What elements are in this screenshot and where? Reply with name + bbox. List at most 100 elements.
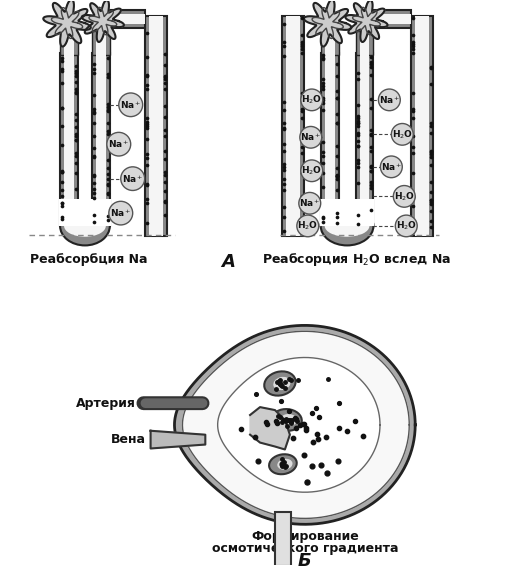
Text: Формирование: Формирование [251,530,358,543]
Point [160,84,169,93]
Point [427,152,435,161]
Ellipse shape [60,206,110,245]
Point [319,98,327,108]
Point [104,130,112,139]
Point [142,85,151,94]
Point [297,142,306,152]
Circle shape [121,167,144,190]
Point [409,191,417,200]
Point [104,190,112,199]
Point [367,146,376,155]
Point [58,198,66,208]
Point [160,198,169,207]
Point [58,140,66,149]
Circle shape [395,215,417,237]
Point [353,136,362,145]
Point [104,73,112,82]
Point [142,70,151,80]
Bar [373,10,411,28]
Point [160,61,169,70]
Point [72,148,80,157]
Point [58,67,66,76]
Bar [324,53,335,226]
Point [319,148,327,157]
Point [160,78,169,87]
Point [90,118,98,127]
Point [280,213,288,222]
Point [409,88,417,97]
Point [319,182,327,191]
Point [58,214,66,223]
Point [409,44,417,53]
Point [409,106,417,115]
Point [353,156,362,165]
Point [104,211,112,220]
Point [319,54,327,63]
Polygon shape [44,0,91,46]
Point [367,142,376,151]
Bar [411,16,433,236]
Point [332,172,341,181]
Point [332,172,341,181]
Point [367,162,376,171]
Point [90,178,98,188]
Point [353,119,362,128]
Circle shape [300,126,322,148]
Point [160,102,169,111]
Point [90,108,98,117]
Point [319,158,327,168]
Point [332,110,341,119]
Bar [275,511,291,566]
Circle shape [109,201,133,225]
Point [160,75,169,84]
Point [409,105,417,114]
Point [353,159,362,168]
Point [297,132,306,141]
Point [427,197,435,206]
Bar [359,31,370,54]
Circle shape [301,160,323,181]
Point [160,72,169,81]
Point [72,132,80,141]
Bar [96,31,106,54]
Point [332,59,341,69]
Ellipse shape [324,215,370,237]
Point [104,106,112,116]
Text: H$_2$O: H$_2$O [297,220,319,232]
Point [427,147,435,156]
Point [142,28,151,37]
Bar [64,53,74,226]
Point [160,50,169,59]
Point [72,122,80,132]
Point [142,113,151,122]
Point [297,168,306,177]
Point [142,121,151,130]
Point [367,180,376,189]
Point [142,117,151,126]
Circle shape [391,124,413,145]
Point [104,164,112,173]
Point [409,114,417,123]
Point [353,112,362,121]
Point [104,180,112,189]
Point [367,166,376,175]
Point [367,129,376,138]
Bar [96,53,106,226]
Point [427,206,435,216]
Point [332,172,341,181]
Bar [60,39,78,54]
Point [427,121,435,130]
Point [319,213,327,222]
Circle shape [297,215,319,237]
Ellipse shape [269,454,297,474]
Text: H$_2$O: H$_2$O [301,94,322,106]
Text: Na$^+$: Na$^+$ [381,161,402,173]
Ellipse shape [281,414,297,426]
Point [142,194,151,204]
Point [280,106,288,115]
Bar [356,31,373,54]
Point [58,79,66,88]
Bar [60,53,78,226]
Point [160,125,169,134]
Bar [320,199,374,226]
